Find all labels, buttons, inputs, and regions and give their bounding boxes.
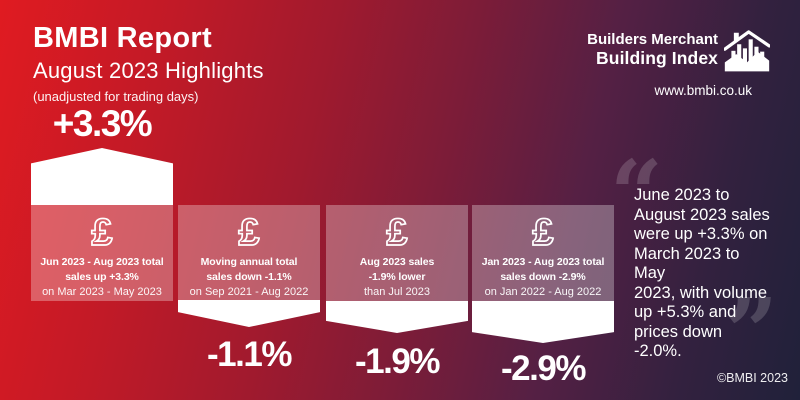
svg-text:£: £ <box>386 212 407 253</box>
down-arrow-icon <box>178 300 320 327</box>
stat-line-2: -1.9% lower <box>368 271 426 283</box>
stat-line-1: Jun 2023 - Aug 2023 total <box>40 256 164 268</box>
svg-text:£: £ <box>532 212 553 253</box>
up-arrow-icon <box>31 148 173 205</box>
trading-days-note: (unadjusted for trading days) <box>33 89 199 104</box>
stat-panel-3: £ Aug 2023 sales -1.9% lower than Jul 20… <box>326 205 468 301</box>
stat-panel-2: £ Moving annual total sales down -1.1% o… <box>178 205 320 301</box>
stat-line-2: sales down -2.9% <box>500 271 586 283</box>
stat-compare-period: than Jul 2023 <box>363 286 431 298</box>
down-arrow-icon <box>326 301 468 333</box>
svg-text:£: £ <box>91 212 112 253</box>
panel-percentage: -1.1% <box>207 335 292 374</box>
stat-panel-4: £ Jan 2023 - Aug 2023 total sales down -… <box>472 205 614 301</box>
down-arrow-icon <box>472 301 614 343</box>
stat-line-1: Moving annual total <box>200 256 298 268</box>
house-barchart-icon <box>724 30 770 72</box>
stat-line-1: Aug 2023 sales <box>359 256 435 268</box>
pound-icon: £ <box>532 211 555 253</box>
stat-compare-period: on Jan 2022 - Aug 2022 <box>484 286 602 298</box>
pound-icon: £ <box>386 211 409 253</box>
page-subtitle: August 2023 Highlights <box>33 58 264 83</box>
svg-text:£: £ <box>238 212 259 253</box>
stat-compare-period: on Sep 2021 - Aug 2022 <box>189 286 309 298</box>
headline-percentage: +3.3% <box>52 103 153 144</box>
stat-panel-1: £ Jun 2023 - Aug 2023 total sales up +3.… <box>31 205 173 301</box>
pound-icon: £ <box>91 211 114 253</box>
stat-line-1: Jan 2023 - Aug 2023 total <box>481 256 605 268</box>
logo-line-1: Builders Merchant <box>587 30 718 48</box>
close-quote-icon: ” <box>725 278 778 386</box>
logo-wordmark: Builders Merchant Building Index <box>587 30 718 68</box>
stat-line-2: sales down -1.1% <box>206 271 292 283</box>
pound-icon: £ <box>238 211 261 253</box>
panel-percentage: -2.9% <box>501 349 586 388</box>
copyright-text: ©BMBI 2023 <box>716 371 788 385</box>
website-link[interactable]: www.bmbi.co.uk <box>654 83 752 98</box>
panel-percentage: -1.9% <box>355 342 440 381</box>
commentary-quote: June 2023 to August 2023 sales were up +… <box>634 186 770 360</box>
logo-line-2: Building Index <box>596 47 718 68</box>
open-quote-icon: “ <box>610 140 663 248</box>
stat-line-2: sales up +3.3% <box>65 271 139 283</box>
bmbi-logo: Builders Merchant Building Index <box>587 27 770 73</box>
stat-compare-period: on Mar 2023 - May 2023 <box>42 286 162 298</box>
page-title: BMBI Report <box>33 22 212 54</box>
